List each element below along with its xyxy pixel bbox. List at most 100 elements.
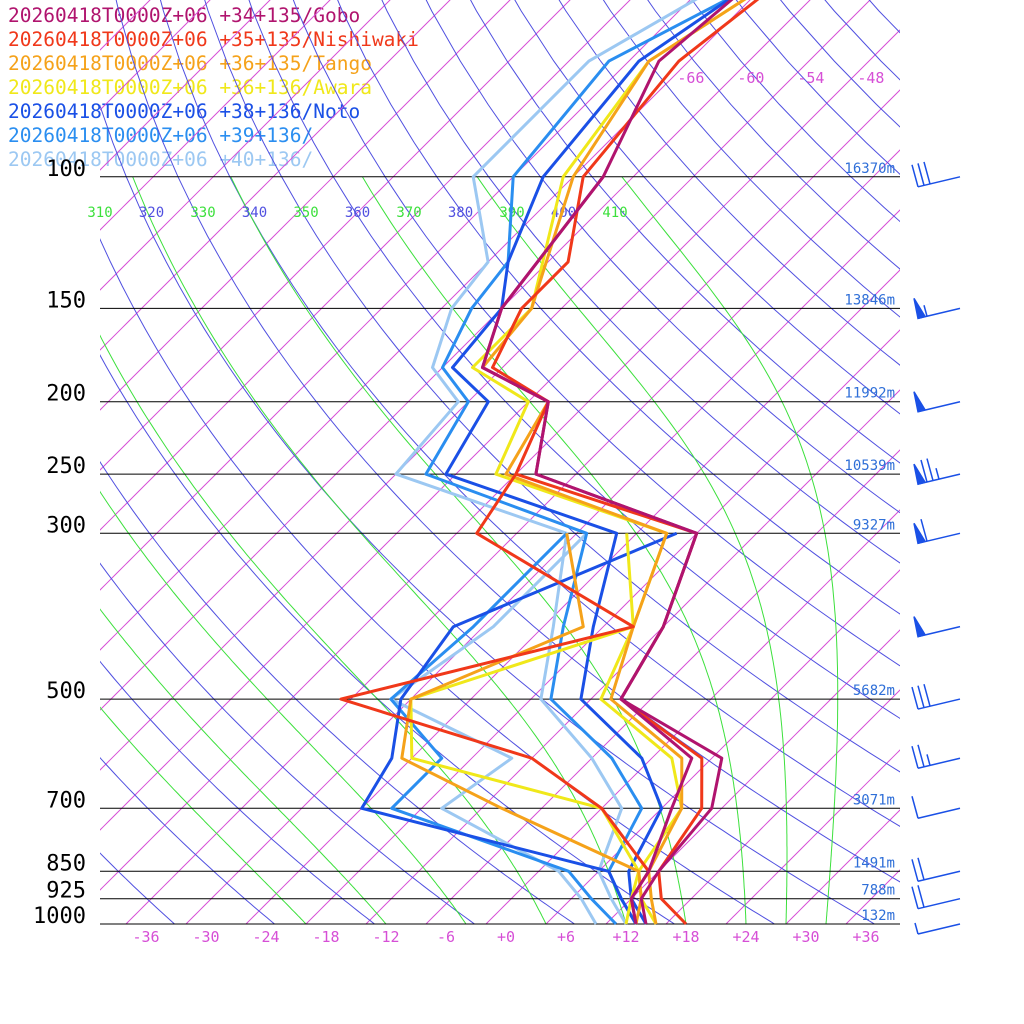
temperature-line — [471, 0, 747, 925]
barb-flag — [913, 522, 927, 545]
height-label: 16370m — [844, 161, 895, 177]
theta-label: 330 — [190, 205, 215, 221]
temperature-line — [444, 0, 731, 925]
barb-half — [926, 754, 931, 766]
legend-entry: 20260418T0000Z+06 +34+135/Gobo — [8, 4, 361, 27]
wind-barb — [913, 458, 961, 486]
theta-label: 380 — [448, 205, 473, 221]
barb-full — [911, 859, 919, 882]
theta-label: 370 — [396, 205, 421, 221]
isotherm-line — [665, 689, 900, 924]
height-label: 13846m — [844, 292, 895, 308]
theta-label: 310 — [87, 205, 112, 221]
temperature-tick-label: -30 — [192, 928, 219, 946]
isotherm-line — [100, 0, 511, 411]
barb-flag — [913, 463, 927, 486]
pressure-label: 300 — [46, 513, 86, 538]
barb-staff — [917, 176, 961, 188]
temperature-tick-label: -24 — [252, 928, 279, 946]
wind-barb — [911, 857, 961, 882]
temperature-tick-label: +18 — [672, 928, 699, 946]
temperature-tick-label: +12 — [612, 928, 639, 946]
barb-full — [911, 886, 919, 909]
wind-barb — [911, 161, 961, 188]
wind-barb — [913, 297, 961, 320]
temperature-line — [424, 0, 730, 925]
barb-staff — [917, 923, 961, 935]
wind-barb — [911, 744, 961, 769]
isotherm-line — [365, 389, 900, 924]
isotherm-line — [785, 809, 900, 924]
moist-adiabat-line — [621, 176, 839, 924]
dry-adiabat-line — [425, 0, 900, 514]
wind-barb — [911, 796, 961, 819]
barb-full — [923, 161, 931, 185]
isotherm-line — [545, 569, 900, 924]
height-label: 11992m — [844, 386, 895, 402]
temperature-tick-label: +24 — [732, 928, 759, 946]
dry-adiabat-line — [514, 0, 900, 415]
upper-temperature-label: -66 — [677, 69, 704, 87]
barb-half — [935, 467, 940, 480]
dry-adiabat-line — [337, 0, 900, 615]
barb-flag — [913, 391, 927, 413]
dry-adiabat-line — [100, 104, 875, 924]
isotherm-line — [100, 29, 900, 831]
temperature-tick-label: -36 — [132, 928, 159, 946]
wind-barbs — [911, 161, 961, 935]
barb-flag — [913, 297, 927, 320]
dewpoint-line — [389, 532, 618, 926]
dry-adiabat-line — [602, 0, 900, 318]
barb-staff — [917, 870, 961, 882]
barb-staff — [917, 757, 961, 769]
wind-barb — [913, 616, 961, 638]
dry-adiabat-line — [159, 0, 900, 827]
barb-half — [914, 922, 919, 935]
isotherm-line — [100, 0, 751, 651]
isotherm-line — [725, 749, 900, 924]
dry-adiabat-line — [647, 0, 900, 270]
moist-adiabat-line — [100, 334, 547, 924]
dry-adiabat-line — [115, 0, 900, 883]
height-label: 5682m — [853, 683, 895, 699]
temperature-tick-label: -12 — [372, 928, 399, 946]
legend-entry: 20260418T0000Z+06 +36+135/Tango — [8, 52, 372, 75]
barb-half — [923, 305, 928, 317]
isotherm-line — [485, 509, 900, 924]
height-label: 1491m — [853, 855, 895, 871]
height-label: 9327m — [853, 517, 895, 533]
barb-full — [911, 164, 919, 188]
barb-full — [911, 746, 919, 769]
barb-full — [917, 885, 925, 908]
pressure-label: 850 — [46, 851, 86, 876]
pressure-label: 200 — [46, 382, 86, 407]
dewpoint-line — [481, 175, 699, 925]
upper-temperature-label: -54 — [797, 69, 824, 87]
temperature-tick-label: +0 — [497, 928, 515, 946]
temperature-tick-label: +6 — [557, 928, 575, 946]
barb-staff — [917, 698, 961, 710]
barb-flag — [913, 616, 927, 638]
temperature-tick-label: +36 — [852, 928, 879, 946]
isotherm-line — [100, 0, 271, 171]
theta-label: 400 — [551, 205, 576, 221]
isotherm-line — [966, 0, 1024, 924]
isotherm-line — [100, 0, 571, 471]
isotherm-line — [305, 329, 900, 924]
legend-entry: 20260418T0000Z+06 +35+135/Nishiwaki — [8, 28, 419, 51]
dewpoint-line — [360, 531, 678, 925]
theta-label: 360 — [345, 205, 370, 221]
pressure-label: 925 — [46, 879, 86, 904]
wind-barb — [914, 922, 961, 935]
barb-full — [917, 163, 925, 186]
isotherm-line — [906, 0, 1024, 924]
wind-barb — [913, 391, 961, 413]
pressure-label: 1000 — [33, 904, 86, 929]
barb-staff — [917, 897, 961, 910]
isotherm-line — [245, 269, 900, 924]
height-label: 10539m — [844, 458, 895, 474]
dry-adiabat-line — [100, 461, 575, 924]
isotherm-line — [100, 0, 691, 591]
dry-adiabat-line — [100, 757, 275, 924]
theta-label: 350 — [293, 205, 318, 221]
